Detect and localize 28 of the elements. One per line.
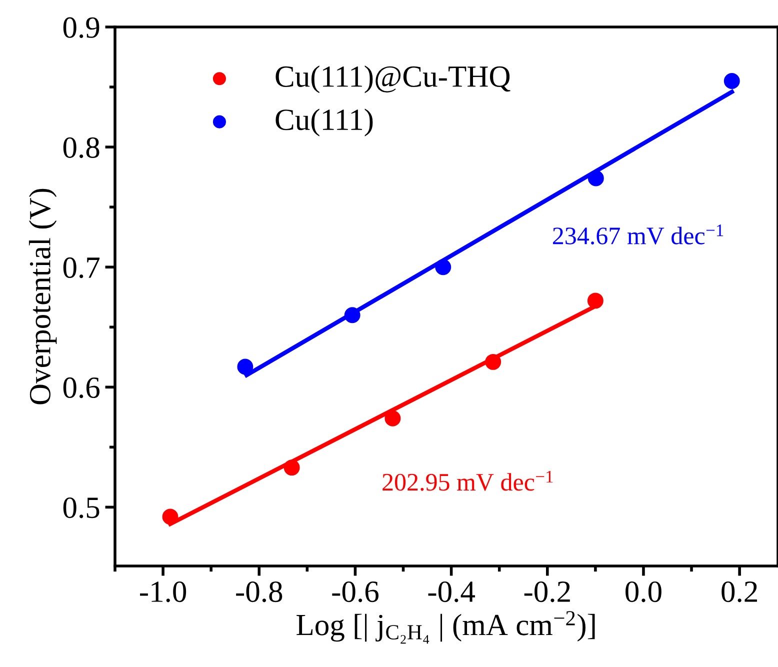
x-tick-label: 0.0 — [626, 581, 662, 602]
point — [588, 170, 604, 186]
point — [284, 460, 300, 476]
point — [384, 410, 401, 426]
annotation: 234.67 mV dec$^{−1}$ — [553, 224, 724, 245]
y-tick-label: 0.5 — [63, 497, 100, 518]
x-tick-label: 0.2 — [722, 581, 757, 602]
x-tick-label: -0.8 — [236, 581, 282, 602]
legend-label: Cu(111)@Cu-THQ — [276, 65, 510, 94]
y-tick-label: 0.8 — [63, 137, 100, 158]
point — [162, 508, 178, 525]
point — [435, 259, 452, 276]
legend-label: Cu(111) — [276, 108, 373, 136]
x-tick-label: -0.4 — [428, 581, 476, 602]
y-tick-label: 0.9 — [63, 17, 100, 38]
point — [344, 307, 360, 324]
x-tick-label: -1.0 — [140, 581, 186, 602]
y-axis-title: Overpotential (V) — [28, 188, 57, 404]
y-tick-label: 0.6 — [63, 377, 100, 398]
annotation: 202.95 mV dec$^{−1}$ — [382, 470, 553, 491]
point — [587, 292, 604, 309]
point — [237, 358, 254, 375]
x-tick-label: -0.6 — [332, 581, 378, 602]
point — [485, 354, 502, 370]
x-tick-label: -0.2 — [524, 581, 570, 602]
x-axis-title: Log [| j$_{C₂H₄}$ | (mA cm$^{−2}$)] — [296, 611, 595, 644]
y-tick-label: 0.7 — [63, 257, 100, 278]
point — [724, 73, 740, 89]
